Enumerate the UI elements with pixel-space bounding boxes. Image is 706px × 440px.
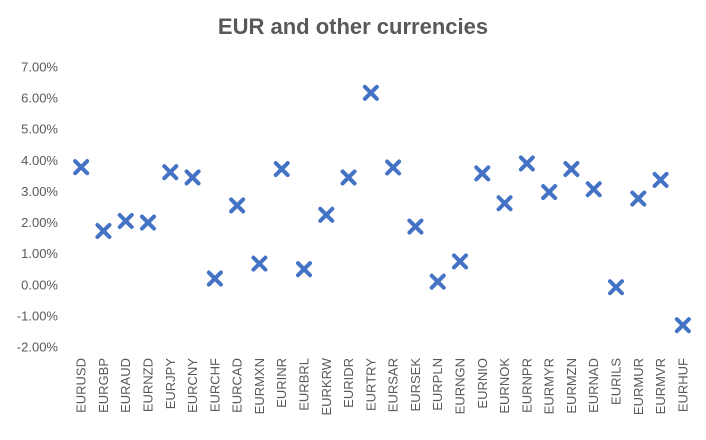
- data-point: [585, 181, 602, 198]
- data-point: [385, 159, 402, 176]
- x-tick-label: EURMZN: [564, 358, 579, 414]
- x-tick-label: EURNIO: [475, 358, 490, 409]
- y-tick-label: -2.00%: [17, 340, 59, 355]
- data-point: [206, 270, 223, 287]
- data-point: [563, 161, 580, 178]
- x-tick-label: EURMVR: [653, 358, 668, 414]
- data-point: [296, 261, 312, 278]
- data-point: [73, 159, 90, 176]
- y-tick-label: 3.00%: [21, 184, 58, 199]
- data-points: [73, 84, 691, 334]
- x-axis: EURUSD EURGBP EURAUD EURNZD EURJPY EURCNY EURC…: [74, 357, 691, 415]
- data-point: [117, 213, 134, 229]
- x-tick-label: EURNAD: [586, 358, 601, 413]
- data-point: [184, 169, 201, 186]
- y-axis: -2.00% -1.00% 0.00% 1.00% 2.00% 3.00% 4.00% 5.0…: [17, 60, 59, 355]
- x-tick-label: EURPLN: [430, 358, 445, 411]
- y-tick-label: 6.00%: [21, 91, 58, 106]
- x-tick-label: EURAUD: [118, 358, 133, 413]
- data-point: [452, 253, 468, 270]
- x-tick-label: EURILS: [609, 358, 624, 405]
- x-tick-label: EURNGN: [453, 358, 468, 414]
- y-tick-label: 0.00%: [21, 277, 58, 292]
- data-point: [541, 184, 558, 201]
- x-tick-label: EURSEK: [408, 358, 423, 412]
- x-tick-label: EURUSD: [74, 358, 89, 413]
- x-tick-label: EURJPY: [163, 358, 178, 410]
- y-tick-label: 7.00%: [21, 60, 58, 75]
- data-point: [474, 165, 491, 182]
- x-tick-label: EURIDR: [341, 358, 356, 408]
- data-point: [652, 171, 669, 188]
- x-tick-label: EURCAD: [230, 358, 245, 413]
- x-tick-label: EURINR: [274, 358, 289, 408]
- data-point: [630, 190, 647, 207]
- data-point: [229, 197, 246, 214]
- data-point: [608, 279, 624, 296]
- data-point: [162, 164, 179, 181]
- x-tick-label: EURBRL: [297, 358, 312, 411]
- x-tick-label: EURSAR: [386, 358, 401, 412]
- y-tick-label: -1.00%: [17, 308, 59, 323]
- data-point: [362, 84, 379, 101]
- data-point: [496, 195, 513, 212]
- data-point: [318, 206, 335, 223]
- y-tick-label: 1.00%: [21, 246, 58, 261]
- data-point: [674, 317, 691, 334]
- y-tick-label: 4.00%: [21, 153, 58, 168]
- data-point: [251, 255, 268, 272]
- y-tick-label: 5.00%: [21, 122, 58, 137]
- x-tick-label: EURHUF: [675, 358, 690, 412]
- x-tick-label: EURCHF: [207, 358, 222, 412]
- data-point: [518, 155, 535, 172]
- data-point: [407, 218, 424, 235]
- chart-title: EUR and other currencies: [217, 14, 489, 39]
- x-tick-label: EURMYR: [542, 358, 557, 414]
- data-point: [429, 273, 446, 290]
- data-point: [95, 222, 112, 239]
- data-point: [140, 214, 156, 231]
- x-tick-label: EURMXN: [252, 358, 267, 414]
- data-point: [340, 169, 357, 186]
- x-tick-label: EURNPR: [519, 358, 534, 413]
- x-tick-label: EURGBP: [96, 358, 111, 413]
- x-tick-label: EURNOK: [497, 358, 512, 414]
- data-point: [273, 161, 290, 178]
- x-tick-label: EURCNY: [185, 358, 200, 413]
- x-tick-label: EURMUR: [631, 358, 646, 415]
- x-tick-label: EURKRW: [319, 357, 334, 415]
- x-tick-label: EURNZD: [141, 358, 156, 412]
- y-tick-label: 2.00%: [21, 215, 58, 230]
- x-tick-label: EURTRY: [363, 358, 378, 411]
